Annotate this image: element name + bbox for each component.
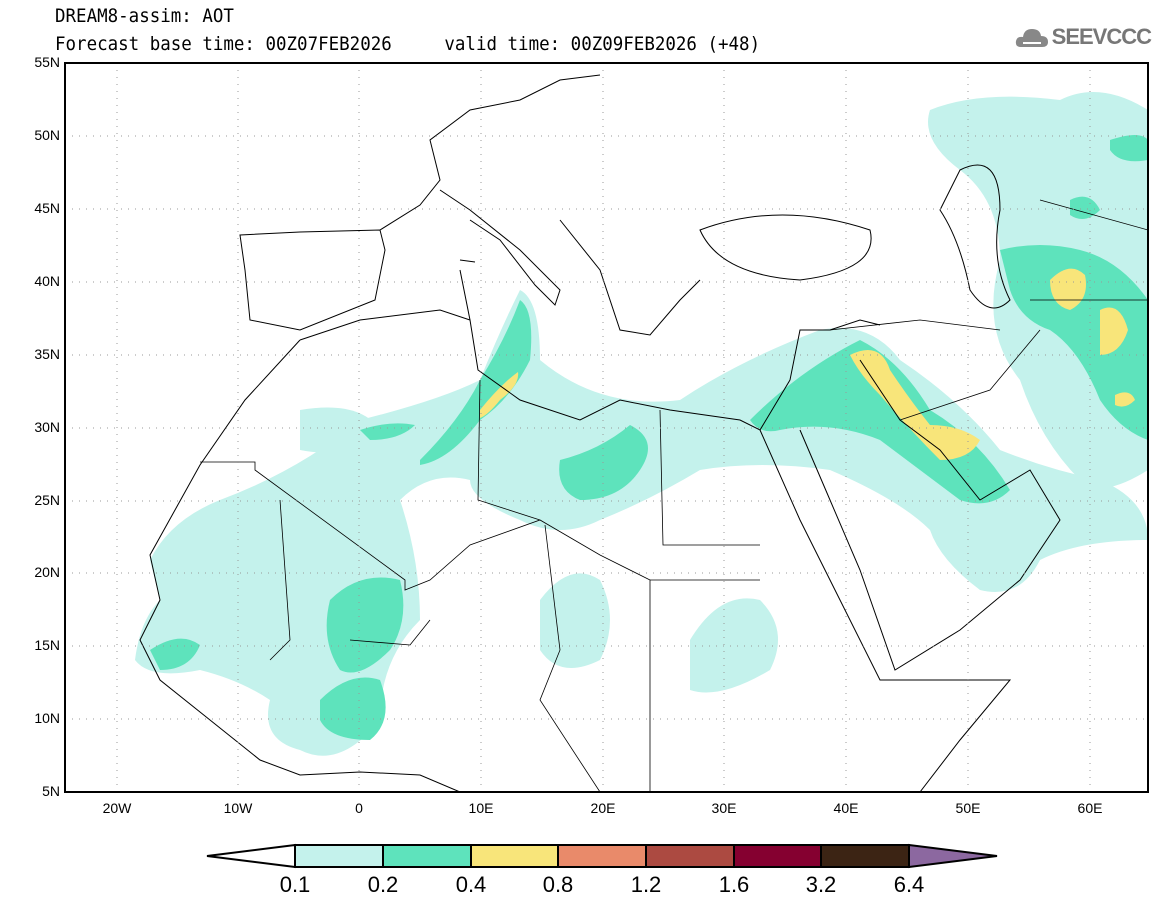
lat-label: 40N [34,273,60,289]
coastlines [139,74,1061,792]
aot-contour-0.1 [135,92,1148,756]
lon-label: 50E [955,800,981,816]
colorbar-under [206,843,296,869]
colorbar-bin-4 [557,844,647,868]
country-borders [200,199,1148,792]
lat-label: 30N [34,419,60,435]
colorbar-bin-3 [470,844,559,868]
aot-contour-0.2 [150,135,1148,740]
lon-label: 30E [711,800,737,816]
forecast-times: Forecast base time: 00Z07FEB2026 valid t… [55,33,761,55]
lat-label: 35N [34,346,60,362]
colorbar-label: 1.6 [718,872,750,897]
lat-label: 5N [42,783,60,799]
graticule [65,63,1148,792]
lon-label: 20E [590,800,616,816]
colorbar-bin-2 [382,844,472,868]
map-title: DREAM8-assim: AOT [55,5,234,27]
lon-label: 60E [1077,800,1103,816]
lon-label: 20W [102,800,132,816]
lon-label: 10W [223,800,253,816]
colorbar-label: 1.2 [630,872,662,897]
colorbar-bin-7 [820,844,910,868]
colorbar-label: 0.4 [455,872,487,897]
lat-label: 15N [34,637,60,653]
colorbar-label: 0.2 [367,872,399,897]
logo-text: SEEVCCC [1051,24,1152,49]
colorbar-label: 6.4 [893,872,925,897]
colorbar [206,843,998,869]
seevccc-logo: SEEVCCC [1015,24,1152,50]
lon-label: 10E [468,800,494,816]
colorbar-label: 0.8 [542,872,574,897]
cloud-icon [1015,29,1048,47]
lat-label: 25N [34,492,60,508]
colorbar-bin-6 [733,844,822,868]
lon-label: 0 [355,800,363,816]
aot-contour-0.4 [480,268,1135,460]
lat-label: 20N [34,564,60,580]
map-frame [64,62,1149,793]
colorbar-bin-5 [645,844,735,868]
colorbar-label: 0.1 [279,872,311,897]
colorbar-label: 3.2 [805,872,837,897]
lat-label: 45N [34,200,60,216]
colorbar-over [908,843,998,869]
lat-label: 10N [34,710,60,726]
lon-label: 40E [833,800,859,816]
aot-field [135,92,1148,756]
lat-label: 55N [34,54,60,70]
colorbar-bin-1 [294,844,384,868]
lat-label: 50N [34,127,60,143]
